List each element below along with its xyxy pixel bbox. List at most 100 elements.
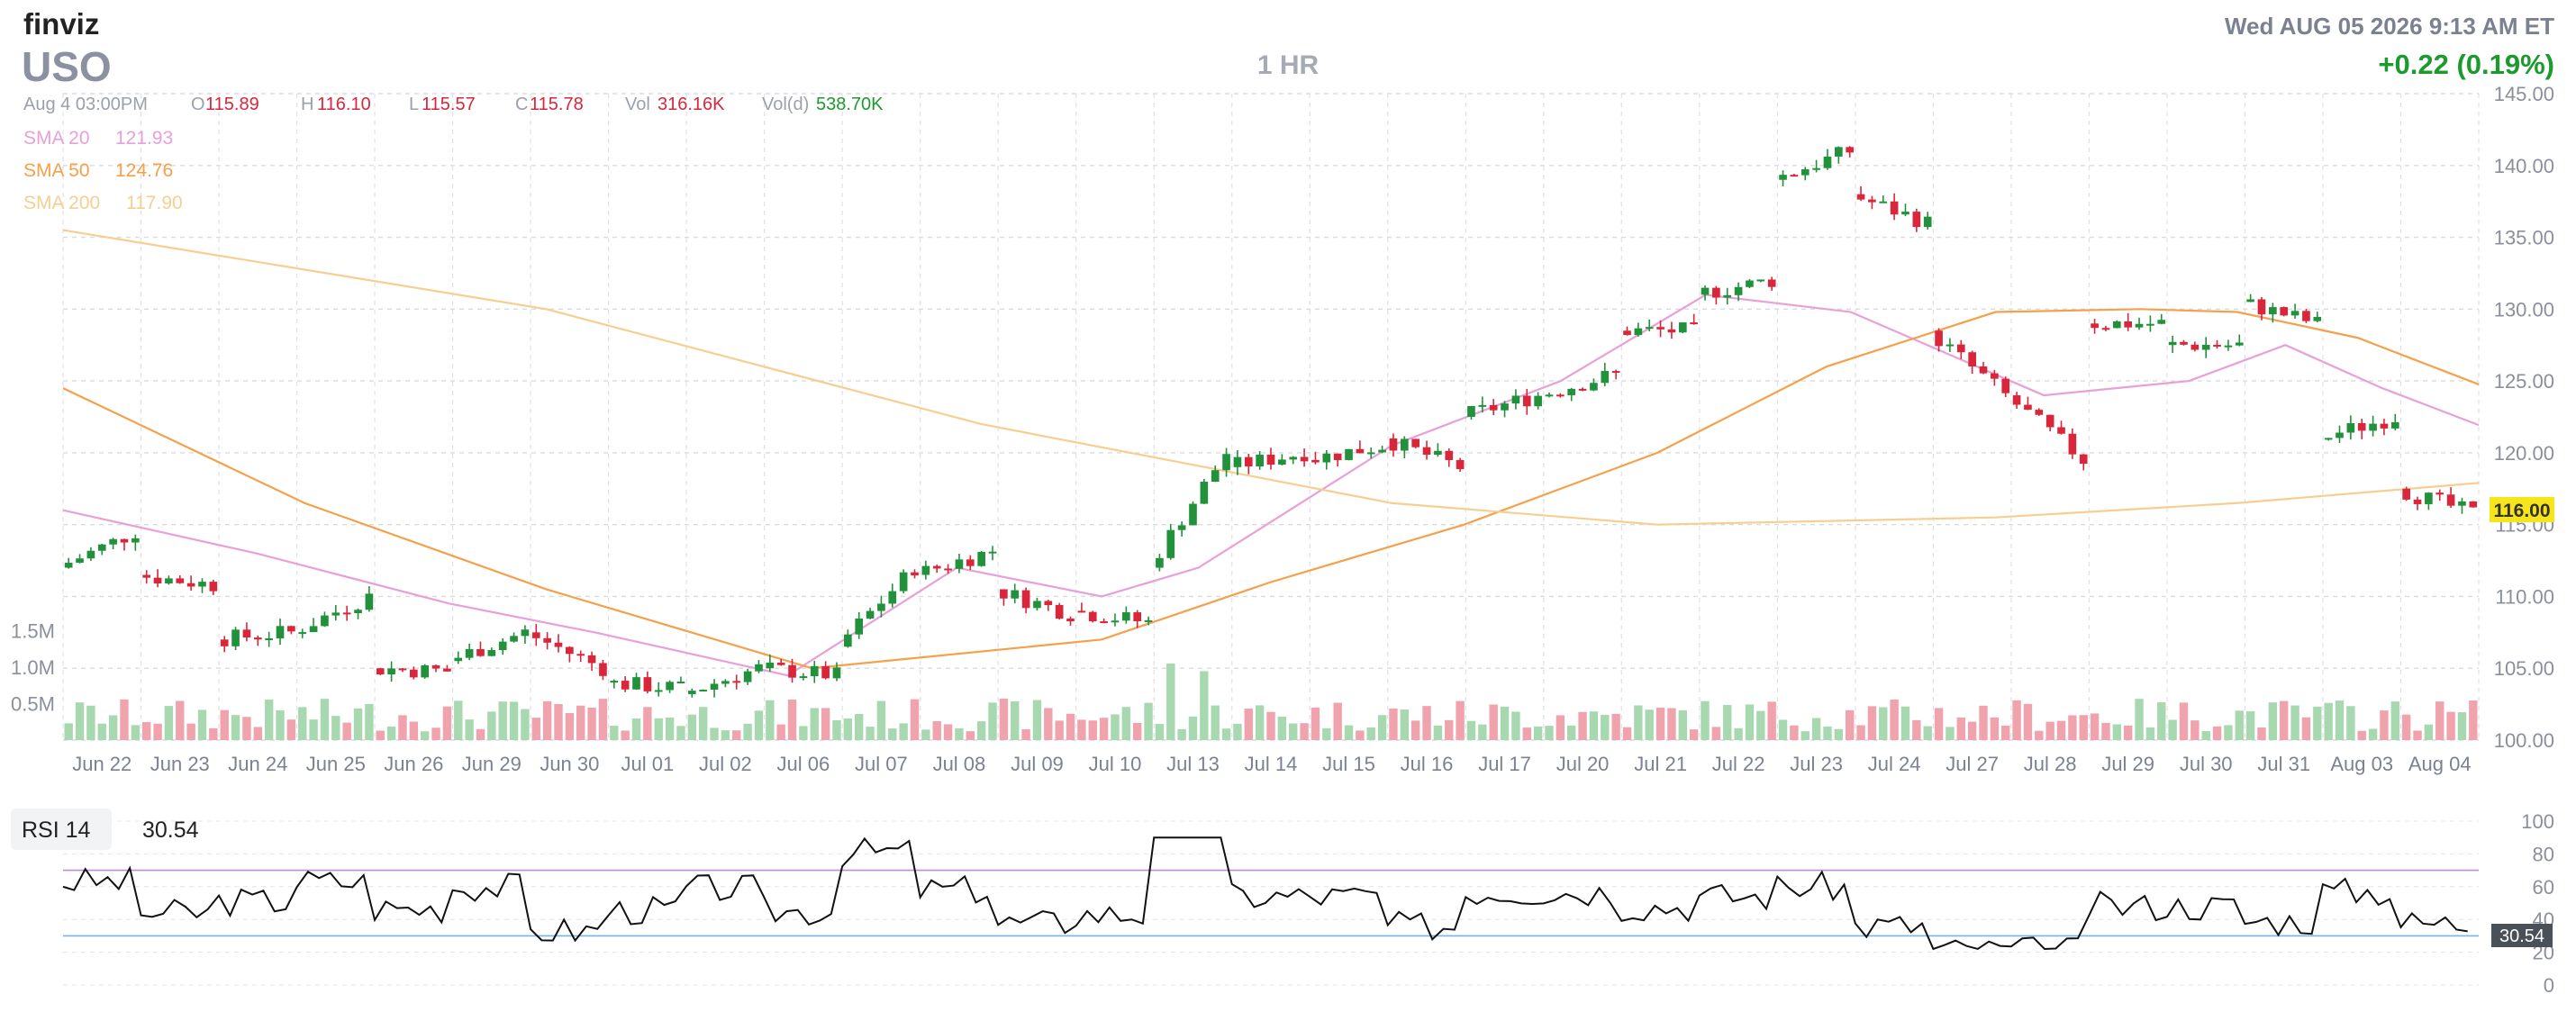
volume-bar [2324,702,2333,740]
candle-body [387,668,395,675]
candle-body [2091,323,2099,329]
volume-bar [1410,720,1420,740]
candle-body [1055,605,1064,619]
candle-body [1746,280,1754,287]
date-tick-label: Jun 23 [150,753,210,775]
candle-body [2001,378,2010,393]
volume-bar [1433,725,1443,740]
rsi-label: RSI 14 [22,818,91,843]
ohlc-readout: Aug 4 03:00PM O 115.89 H 116.10 L 115.57… [23,95,884,114]
timeframe-label[interactable]: 1 HR [1257,50,1320,80]
ohlc-date: Aug 4 03:00PM [23,95,148,114]
low-value: 115.57 [422,95,476,114]
candle-body [2112,321,2121,329]
candle-body [64,563,73,568]
date-tick-label: Jul 30 [2180,753,2233,775]
candle-body [132,538,140,543]
volume-bar [1099,718,1109,740]
candle-body [1366,452,1375,455]
candle-body [2469,501,2478,508]
candle-body [276,626,285,639]
volume-bar [1055,720,1064,740]
volume-bar [598,699,608,740]
volume-bar [253,727,262,740]
candle-body [2224,345,2233,348]
price-tick-label: 135.00 [2494,227,2554,249]
volume-bar [2056,720,2066,740]
date-tick-label: Jul 29 [2101,753,2154,775]
candle-body [1578,388,1587,391]
finviz-logo[interactable]: finviz [23,7,99,41]
volume-bar [2035,730,2044,740]
volume-bar [1979,705,1988,740]
datetime-label: Wed AUG 05 2026 9:13 AM ET [2225,13,2554,40]
candle-body [1645,327,1654,330]
volume-bar [108,715,118,740]
candle-body [1856,194,1865,200]
candle-body [810,665,819,677]
volume-bar [2212,726,2222,740]
volume-bar [1800,731,1810,740]
volume-bar [1701,700,1710,740]
candle-body [1011,590,1020,599]
candle-body [554,642,563,647]
candle-body [2180,341,2188,345]
candle-body [687,691,696,694]
candle-body [2336,432,2344,438]
volume-bar [2335,700,2345,740]
volume-bar [487,711,496,740]
volume-bar [1990,717,2000,740]
sma-line [62,308,2480,670]
volume-bar [665,718,675,740]
date-tick-label: Jul 06 [777,753,830,775]
candle-body [2402,488,2410,500]
candle-body [209,582,218,592]
volume-bar [2257,727,2266,740]
candle-body [666,682,674,691]
candle-body [1411,438,1420,447]
candle-body [1467,405,1475,417]
ticker-symbol[interactable]: USO [22,43,112,90]
candle-body [1266,454,1275,465]
volume-bar [1088,720,1097,740]
volume-bar [141,722,151,740]
candle-body [1233,456,1242,467]
rsi-tick-label: 60 [2533,876,2554,899]
volume-bar [1478,724,1487,740]
candle-body [1256,454,1264,467]
candle-body [1723,294,1732,298]
sma20-legend-value: 121.93 [115,128,173,149]
volume-bar [2413,730,2422,740]
volume-bar [1121,707,1131,740]
candlesticks [64,146,2478,698]
candle-body [1501,403,1509,411]
volume-bar [1867,706,1877,740]
volume-bar [1967,721,1977,740]
date-tick-label: Jul 02 [699,753,752,775]
volume-bar [1655,707,1665,740]
date-tick-label: Jul 08 [933,753,986,775]
candle-body [1077,610,1086,613]
date-tick-label: Jul 23 [1790,753,1843,775]
candle-body [932,565,941,569]
candle-body [1835,147,1843,157]
price-tick-label: 145.00 [2494,83,2554,105]
volume-bar [976,721,986,740]
candle-body [2357,422,2366,431]
volume-tick-label: 1.0M [11,656,55,679]
volume-bar [1266,711,1275,740]
volume-bar [2268,702,2278,740]
candle-body [966,559,975,566]
axes: 100.00105.00110.00115.00120.00125.00130.… [11,83,2554,775]
volume-bar [554,703,563,740]
volume-bar [454,700,463,740]
candle-body [855,618,864,635]
volume-bar [1233,723,1242,740]
volume-bar [832,720,841,740]
candle-body [1901,212,1909,215]
volume-bar [1333,702,1342,740]
volume-bar [331,716,340,740]
candle-body [1800,169,1810,176]
volume-bar [1778,719,1788,740]
candle-body [1144,619,1153,622]
